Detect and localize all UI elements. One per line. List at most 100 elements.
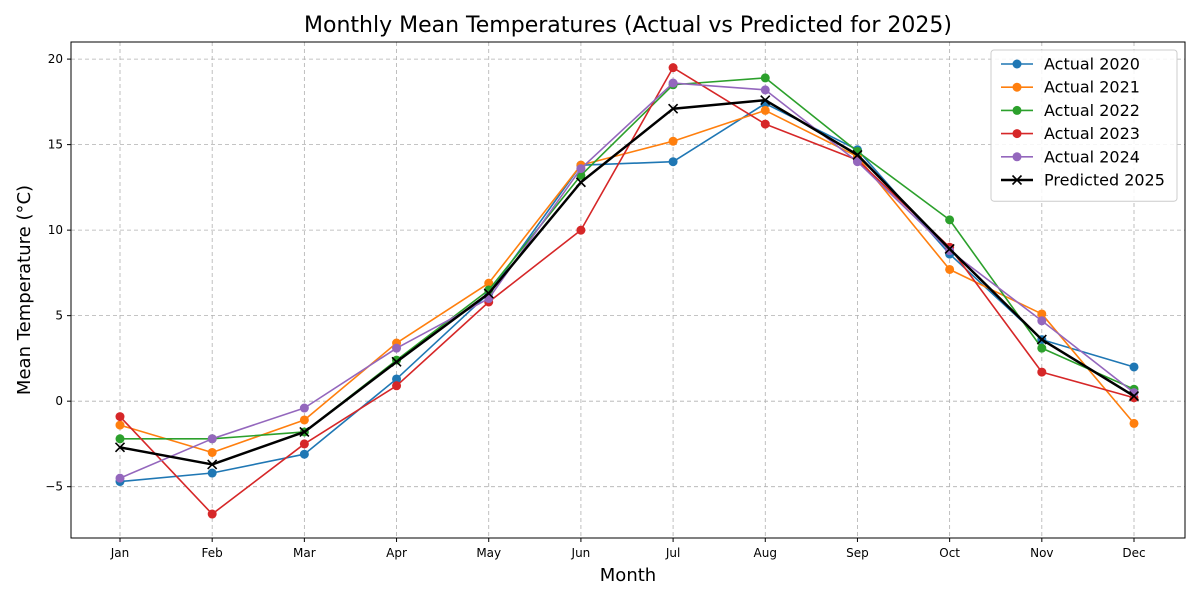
data-point [1037, 316, 1047, 326]
x-tick-label: Aug [754, 546, 777, 560]
data-point [852, 149, 863, 160]
legend-label: Actual 2024 [1044, 147, 1140, 166]
legend-marker [1012, 59, 1022, 69]
data-point [207, 459, 218, 470]
data-point [852, 157, 862, 167]
data-point [576, 170, 586, 180]
y-tick-label: 20 [48, 52, 63, 66]
data-point [760, 105, 770, 115]
legend-entry: Actual 2022 [1001, 101, 1140, 120]
data-point [1036, 334, 1047, 345]
data-point [575, 177, 586, 188]
data-point [668, 63, 678, 73]
x-tick-label: Jul [665, 546, 680, 560]
legend-label: Actual 2021 [1044, 78, 1140, 97]
data-point [115, 412, 125, 422]
x-tick-label: Jan [110, 546, 130, 560]
data-point [576, 225, 586, 235]
legend-entry: Actual 2024 [1001, 147, 1140, 166]
data-point [391, 356, 402, 367]
data-point [207, 447, 217, 457]
data-point [207, 509, 217, 519]
series-actual-2024 [115, 78, 1139, 483]
x-tick-label: Apr [386, 546, 407, 560]
y-tick-label: 0 [55, 394, 63, 408]
data-point [299, 426, 310, 438]
legend-entry: Actual 2021 [1001, 78, 1140, 97]
legend-label: Actual 2020 [1044, 55, 1140, 74]
data-point [1037, 309, 1047, 319]
series-actual-2021 [115, 105, 1139, 457]
data-point [299, 449, 309, 459]
data-point [299, 439, 309, 449]
x-axis-ticks: Jan Feb Mar Apr May Jun Jul Aug Sep Oct Nov Dec [110, 538, 1146, 560]
x-tick-label: Jun [571, 546, 591, 560]
legend: Actual 2020 Actual 2021 Actual 2022 Actual … [990, 49, 1178, 202]
data-point [668, 78, 678, 88]
data-point [483, 288, 494, 299]
series-line [119, 98, 1135, 466]
y-axis-ticks: −5 0 5 10 15 20 [45, 52, 71, 494]
series-predicted-2025 [114, 95, 1140, 470]
x-tick-label: Nov [1030, 546, 1053, 560]
data-point [207, 468, 217, 478]
data-point [392, 381, 402, 391]
data-point [115, 434, 125, 444]
data-point [1129, 362, 1139, 372]
data-point [1128, 390, 1140, 402]
data-point [668, 136, 678, 146]
data-point [207, 434, 217, 444]
legend-label: Actual 2023 [1044, 124, 1140, 143]
y-axis-label: Mean Temperature (°C) [14, 185, 35, 395]
y-tick-label: −5 [45, 480, 63, 494]
y-tick-label: 5 [55, 309, 63, 323]
data-point [945, 215, 955, 225]
series-group [114, 63, 1140, 519]
data-point [668, 103, 679, 114]
legend-label: Actual 2022 [1044, 101, 1140, 120]
x-tick-label: Oct [939, 546, 960, 560]
data-point [760, 85, 770, 95]
x-tick-label: Mar [293, 546, 316, 560]
x-tick-label: Sep [846, 546, 869, 560]
x-tick-label: May [476, 546, 501, 560]
legend-marker [1012, 129, 1022, 139]
legend-marker [1012, 152, 1022, 162]
plot-area-frame [70, 41, 1186, 539]
data-point [392, 343, 402, 353]
x-axis-label: Month [600, 565, 656, 586]
series-actual-2023 [115, 63, 1139, 519]
data-point [299, 403, 309, 413]
data-point [1037, 367, 1047, 377]
data-point [299, 415, 309, 425]
series-line [119, 109, 1135, 454]
legend-marker [1011, 174, 1023, 186]
legend-box [990, 49, 1178, 202]
series-actual-2020 [115, 99, 1139, 487]
data-point [115, 473, 125, 483]
series-line [119, 66, 1135, 515]
data-point [1129, 418, 1139, 428]
data-point [945, 264, 955, 274]
y-tick-label: 10 [48, 223, 63, 237]
data-point [944, 243, 955, 255]
series-line [120, 77, 1135, 440]
data-point [668, 157, 678, 167]
series-actual-2022 [115, 73, 1139, 444]
data-point [760, 119, 770, 129]
chart-title: Monthly Mean Temperatures (Actual vs Pre… [304, 13, 952, 38]
legend-marker [1012, 105, 1022, 115]
legend-entry: Predicted 2025 [1001, 171, 1165, 190]
data-point [576, 164, 586, 174]
data-point [114, 442, 126, 453]
legend-entry: Actual 2020 [1001, 55, 1140, 74]
data-point [1037, 343, 1047, 353]
x-tick-label: Feb [202, 546, 223, 560]
legend-label: Predicted 2025 [1044, 171, 1165, 190]
legend-marker [1012, 82, 1022, 92]
x-tick-label: Dec [1122, 546, 1145, 560]
data-point [115, 420, 125, 430]
y-tick-label: 15 [48, 138, 63, 152]
